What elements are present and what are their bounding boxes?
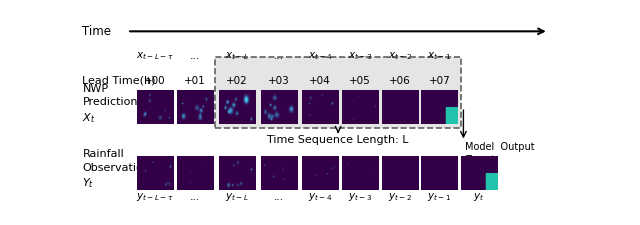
- Text: ...: ...: [274, 52, 284, 61]
- Text: NWP
Predictions
$X_t$: NWP Predictions $X_t$: [83, 84, 144, 125]
- Text: +02: +02: [226, 76, 248, 86]
- Text: $x_{t-4}$: $x_{t-4}$: [308, 51, 333, 62]
- Text: +07: +07: [428, 76, 450, 86]
- Text: Lead Time(h): Lead Time(h): [83, 76, 156, 86]
- Text: $y_{t-4}$: $y_{t-4}$: [308, 191, 333, 203]
- Text: $y_{t-3}$: $y_{t-3}$: [348, 191, 372, 203]
- Text: $y_{t-1}$: $y_{t-1}$: [428, 191, 451, 203]
- Text: $x_{t-2}$: $x_{t-2}$: [388, 51, 412, 62]
- Text: +04: +04: [309, 76, 331, 86]
- Text: Time: Time: [83, 25, 111, 38]
- Text: $y_t$: $y_t$: [474, 191, 484, 203]
- Text: $x_{t-L-\tau}$: $x_{t-L-\tau}$: [136, 51, 174, 62]
- Text: Time Sequence Length: L: Time Sequence Length: L: [268, 135, 409, 145]
- Text: +03: +03: [268, 76, 290, 86]
- Text: +01: +01: [184, 76, 205, 86]
- Text: ...: ...: [274, 192, 284, 202]
- Text: +05: +05: [349, 76, 371, 86]
- Text: $y_{t-L-\tau}$: $y_{t-L-\tau}$: [136, 191, 174, 203]
- Text: $x_{t-L}$: $x_{t-L}$: [225, 51, 249, 62]
- Text: +06: +06: [388, 76, 410, 86]
- Text: Model Input: Model Input: [307, 91, 369, 101]
- Text: $y_{t-2}$: $y_{t-2}$: [388, 191, 412, 203]
- Text: $x_{t-1}$: $x_{t-1}$: [428, 51, 451, 62]
- Text: $x_{t-3}$: $x_{t-3}$: [348, 51, 372, 62]
- Text: Model  Output
Target: Model Output Target: [465, 142, 534, 165]
- Text: ...: ...: [190, 52, 200, 61]
- Text: ...: ...: [190, 192, 200, 202]
- Text: $y_{t-L}$: $y_{t-L}$: [225, 191, 249, 203]
- Bar: [216, 57, 461, 128]
- Text: Rainfall
Observations
$Y_t$: Rainfall Observations $Y_t$: [83, 149, 156, 190]
- Text: +00: +00: [145, 76, 166, 86]
